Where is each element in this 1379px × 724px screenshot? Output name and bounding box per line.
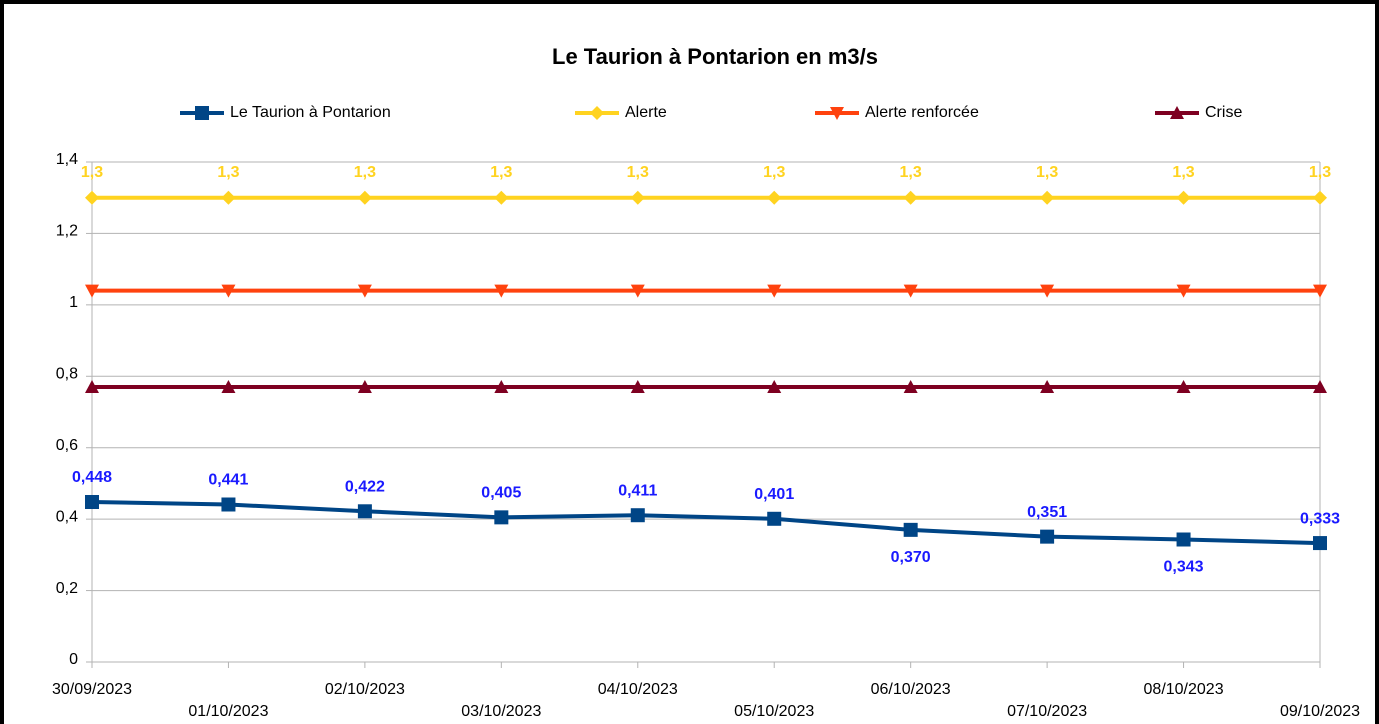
data-label: 1,3: [763, 164, 785, 181]
x-tick-label: 06/10/2023: [871, 681, 951, 698]
data-point: [1040, 380, 1055, 393]
x-tick-label: 01/10/2023: [188, 703, 268, 720]
data-point: [903, 284, 918, 298]
data-point: [903, 522, 918, 537]
data-point: [1313, 380, 1327, 393]
data-point: [357, 380, 372, 393]
data-point: [1313, 536, 1327, 551]
data-point: [1176, 532, 1191, 547]
y-tick-label: 0: [69, 651, 78, 668]
data-point: [903, 190, 918, 205]
data-point: [221, 497, 236, 512]
legend-marker: [195, 106, 209, 120]
data-label: 1,3: [627, 164, 649, 181]
x-tick-label: 07/10/2023: [1007, 703, 1087, 720]
data-point: [221, 190, 236, 205]
x-tick-label: 02/10/2023: [325, 681, 405, 698]
data-label: 0,401: [754, 486, 794, 503]
data-label: 1,3: [1309, 164, 1331, 181]
data-point: [630, 190, 645, 205]
data-label: 0,333: [1300, 510, 1340, 527]
x-tick-label: 05/10/2023: [734, 703, 814, 720]
data-point: [1040, 284, 1055, 298]
data-point: [221, 380, 236, 393]
data-label: 0,370: [891, 549, 931, 566]
data-point: [767, 284, 782, 298]
data-label: 1,3: [900, 164, 922, 181]
legend-label: Alerte renforcée: [865, 104, 979, 121]
data-label: 0,405: [481, 485, 521, 502]
data-point: [630, 380, 645, 393]
y-tick-label: 0,8: [56, 366, 78, 383]
data-point: [630, 284, 645, 298]
data-label: 0,448: [72, 469, 112, 486]
data-label: 1,3: [354, 164, 376, 181]
data-label: 0,441: [208, 472, 248, 489]
data-point: [1176, 190, 1191, 205]
data-label: 1,3: [81, 164, 103, 181]
data-point: [494, 284, 509, 298]
data-point: [1176, 380, 1191, 393]
data-point: [767, 190, 782, 205]
data-label: 1,3: [490, 164, 512, 181]
data-label: 0,351: [1027, 504, 1067, 521]
data-label: 1,3: [1172, 164, 1194, 181]
data-point: [630, 508, 645, 523]
data-point: [1313, 284, 1327, 298]
data-point: [767, 511, 782, 526]
series-line: [91, 500, 1321, 546]
legend-marker: [590, 106, 604, 120]
legend-label: Crise: [1205, 104, 1242, 121]
data-point: [85, 284, 99, 298]
data-label: 0,422: [345, 479, 385, 496]
x-tick-label: 04/10/2023: [598, 681, 678, 698]
data-label: 0,411: [618, 482, 657, 499]
data-point: [1176, 284, 1191, 298]
data-point: [1040, 529, 1055, 544]
data-point: [357, 284, 372, 298]
legend-label: Le Taurion à Pontarion: [230, 104, 391, 121]
data-point: [221, 284, 236, 298]
y-tick-label: 0,4: [56, 508, 78, 525]
legend-marker: [1170, 106, 1184, 119]
x-tick-label: 03/10/2023: [461, 703, 541, 720]
chart-title: Le Taurion à Pontarion en m3/s: [552, 44, 878, 69]
data-point: [357, 504, 372, 519]
data-point: [494, 380, 509, 393]
data-label: 0,343: [1164, 559, 1204, 576]
y-tick-label: 0,2: [56, 580, 78, 597]
x-tick-label: 30/09/2023: [52, 681, 132, 698]
data-point: [357, 190, 372, 205]
data-point: [494, 190, 509, 205]
legend-marker: [830, 107, 844, 120]
data-point: [1313, 190, 1327, 205]
y-tick-label: 1,2: [56, 223, 78, 240]
data-point: [85, 190, 99, 205]
x-tick-label: 09/10/2023: [1280, 703, 1360, 720]
y-tick-label: 1,4: [56, 151, 78, 168]
data-label: 1,3: [217, 164, 239, 181]
legend-label: Alerte: [625, 104, 667, 121]
data-point: [494, 510, 509, 525]
data-point: [767, 380, 782, 393]
data-point: [1040, 190, 1055, 205]
y-tick-label: 1: [69, 294, 78, 311]
data-point: [903, 380, 918, 393]
data-label: 1,3: [1036, 164, 1058, 181]
data-point: [85, 380, 99, 393]
data-point: [85, 495, 99, 509]
x-tick-label: 08/10/2023: [1144, 681, 1224, 698]
y-tick-label: 0,6: [56, 437, 78, 454]
